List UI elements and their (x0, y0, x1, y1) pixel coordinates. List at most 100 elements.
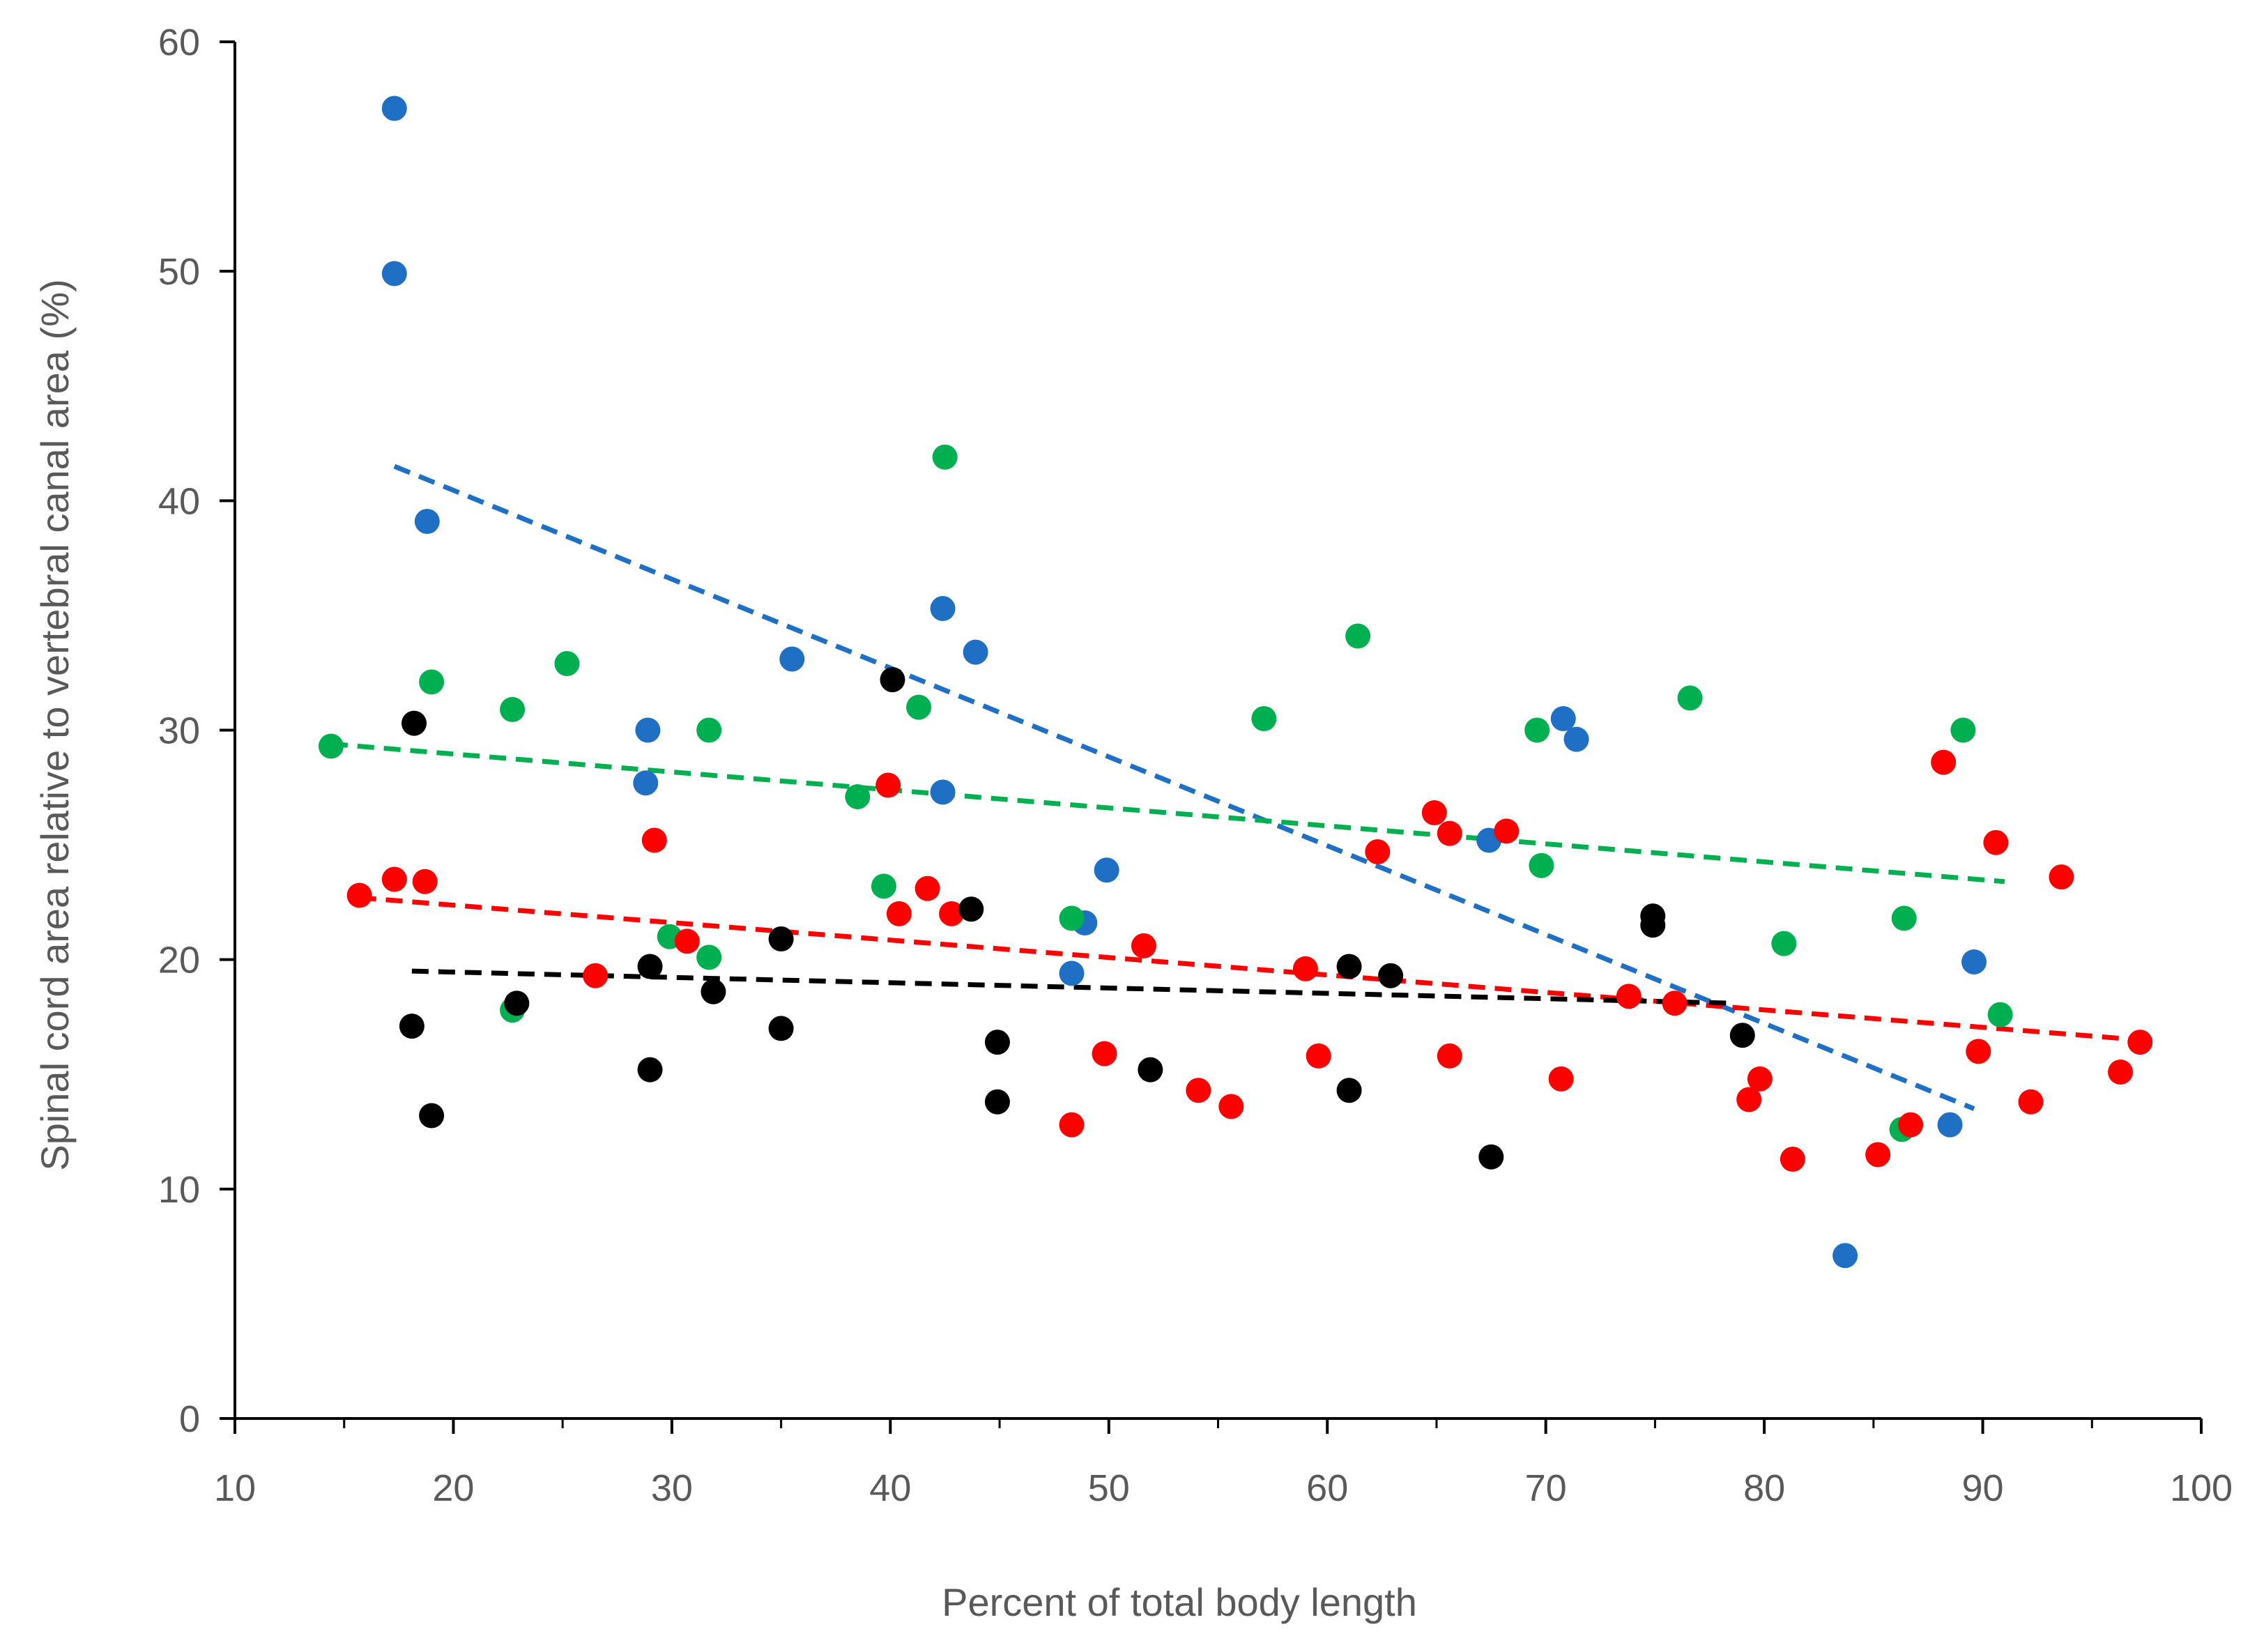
point-red (1494, 818, 1520, 844)
point-red (1780, 1147, 1805, 1172)
axes: 0 10 20 30 40 50 60 10 20 30 40 50 60 70 80 90 100 (158, 22, 2233, 1509)
point-red (1747, 1066, 1773, 1092)
point-red (886, 901, 912, 926)
x-tick-label: 20 (432, 1467, 474, 1509)
point-black (637, 954, 663, 979)
point-red (1437, 1043, 1462, 1069)
point-red (1966, 1039, 1991, 1064)
point-blue (930, 596, 956, 622)
y-axis-title: Spinal cord area relative to vertebral c… (33, 279, 77, 1170)
point-blue (963, 639, 988, 665)
y-tick-label: 50 (158, 251, 200, 293)
point-green (1950, 717, 1976, 743)
point-black (1729, 1023, 1755, 1048)
point-green (845, 783, 871, 809)
point-red (2018, 1089, 2044, 1115)
point-blue (1563, 726, 1589, 752)
point-black (984, 1089, 1010, 1115)
point-green (1345, 623, 1371, 649)
point-red (1218, 1094, 1244, 1119)
point-black (1138, 1057, 1163, 1083)
point-green (906, 694, 932, 720)
x-tick-label: 100 (2170, 1467, 2233, 1509)
point-red (1421, 800, 1447, 825)
point-blue (633, 770, 659, 796)
point-green (1771, 931, 1797, 956)
data-points (318, 95, 2153, 1269)
point-blue (635, 717, 661, 743)
x-tick-label: 80 (1743, 1467, 1785, 1509)
y-tick-label: 20 (158, 940, 200, 981)
point-green (1891, 905, 1917, 931)
point-black (1378, 963, 1404, 988)
point-black (504, 991, 530, 1016)
y-tick-label: 30 (158, 710, 200, 752)
point-red (915, 875, 940, 901)
x-tick-label: 60 (1306, 1467, 1348, 1509)
point-blue (779, 646, 805, 672)
point-black (1336, 1078, 1362, 1103)
point-black (984, 1030, 1010, 1055)
point-green (500, 696, 526, 722)
point-blue (1550, 706, 1576, 732)
point-green (696, 944, 722, 970)
point-red (641, 827, 667, 853)
point-green (318, 733, 344, 759)
point-red (1131, 933, 1156, 958)
point-black (768, 1016, 794, 1041)
point-red (1092, 1041, 1117, 1066)
y-tick-label: 60 (158, 22, 200, 63)
point-red (2108, 1059, 2134, 1085)
point-red (674, 928, 700, 954)
point-black (880, 667, 905, 693)
point-blue (381, 95, 407, 121)
point-red (1437, 820, 1462, 846)
trendline-black (411, 968, 1732, 1006)
point-blue (1094, 857, 1119, 883)
point-black (958, 896, 984, 922)
point-red (2127, 1030, 2153, 1055)
point-red (346, 882, 372, 908)
point-red (1662, 991, 1688, 1016)
point-black (637, 1057, 663, 1083)
trendline-red (359, 895, 2141, 1043)
point-green (1524, 717, 1550, 743)
point-blue (381, 261, 407, 286)
point-red (2049, 864, 2074, 890)
point-green (1677, 685, 1703, 711)
point-red (1548, 1066, 1574, 1092)
point-black (1640, 912, 1666, 938)
point-black (1336, 954, 1362, 979)
x-tick-label: 90 (1962, 1467, 2004, 1509)
x-tick-label: 70 (1525, 1467, 1567, 1509)
y-tick-label: 40 (158, 480, 200, 522)
point-blue (1059, 961, 1085, 986)
point-black (399, 1014, 424, 1039)
trendlines (330, 464, 2141, 1111)
point-red (1616, 984, 1642, 1009)
point-red (1365, 839, 1391, 864)
point-green (932, 444, 958, 470)
point-red (1059, 1112, 1085, 1138)
point-red (1306, 1043, 1331, 1069)
point-red (412, 869, 438, 894)
point-red (381, 866, 407, 892)
point-green (554, 651, 580, 677)
point-red (583, 963, 609, 988)
x-tick-label: 30 (651, 1467, 693, 1509)
trendline-blue (393, 464, 1975, 1111)
point-blue (1833, 1243, 1858, 1269)
point-red (1736, 1087, 1762, 1112)
point-blue (1937, 1112, 1963, 1138)
point-green (1529, 852, 1554, 878)
point-black (401, 710, 427, 736)
point-green (1059, 905, 1085, 931)
point-green (419, 669, 445, 695)
x-axis-title: Percent of total body length (942, 1580, 1417, 1624)
point-black (419, 1103, 445, 1129)
point-red (875, 772, 901, 798)
point-blue (930, 779, 956, 805)
trendline-green (330, 741, 2005, 885)
y-tick-label: 0 (179, 1398, 200, 1440)
